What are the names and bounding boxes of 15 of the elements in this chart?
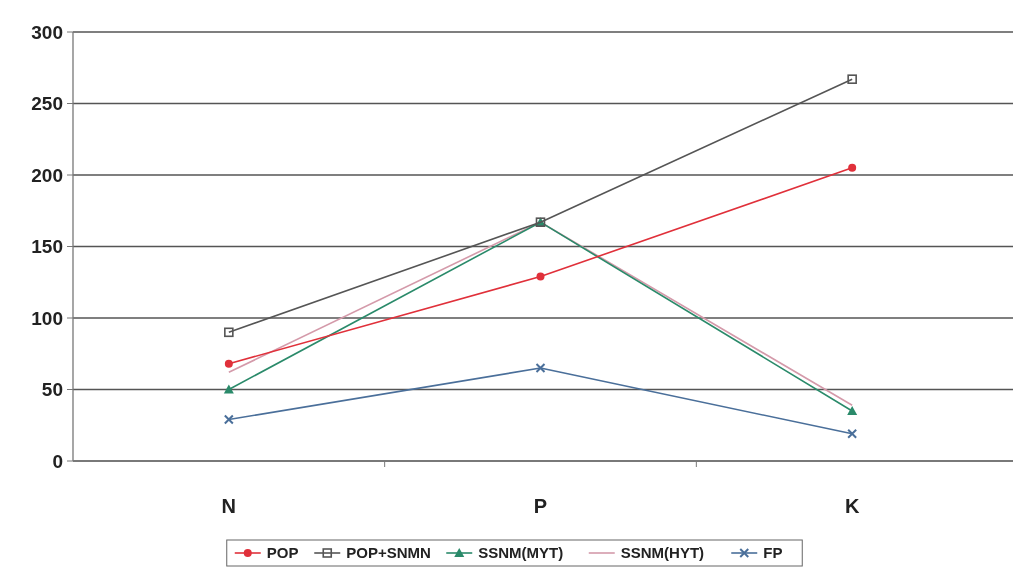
legend-label: POP+SNMN [346,544,431,562]
y-tick-label: 100 [31,307,63,329]
y-tick-label: 300 [31,21,63,43]
x-tick-label: N [221,495,237,517]
y-tick-label: 200 [31,164,63,186]
legend-label: POP [266,544,299,562]
y-tick-label: 250 [31,93,63,115]
legend-label: FP [763,544,783,562]
legend-label: SSNM(HYT) [620,544,705,562]
x-tick-label: P [533,495,548,517]
y-tick-label: 150 [31,236,63,258]
y-tick-label: 50 [41,379,63,401]
y-tick-label: 0 [52,450,63,472]
x-tick-label: K [844,495,860,517]
legend-label: SSNM(MYT) [478,544,564,562]
